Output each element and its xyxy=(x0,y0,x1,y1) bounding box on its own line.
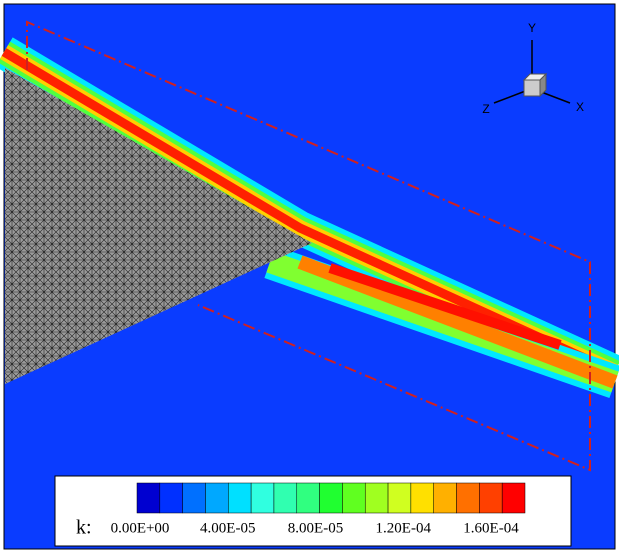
color-swatch xyxy=(502,483,525,513)
color-swatch xyxy=(137,483,160,513)
color-swatch xyxy=(228,483,251,513)
color-swatch xyxy=(160,483,183,513)
color-swatch xyxy=(183,483,206,513)
color-swatch xyxy=(251,483,274,513)
figure: Y X Z k: 0.00E+00 4.00E-05 8.00E-05 1.20E-0… xyxy=(0,0,619,553)
color-swatch xyxy=(274,483,297,513)
color-swatch xyxy=(457,483,480,513)
colorbar-tick-label: 1.60E-04 xyxy=(463,520,519,536)
color-swatch xyxy=(479,483,502,513)
color-swatch xyxy=(388,483,411,513)
color-swatch xyxy=(365,483,388,513)
colorbar-tick-label: 8.00E-05 xyxy=(288,520,343,536)
colorbar-tick-label: 0.00E+00 xyxy=(111,520,170,536)
triad-label: Z xyxy=(482,102,489,116)
colorbar-tick-label: 1.20E-04 xyxy=(376,520,432,536)
color-swatch xyxy=(297,483,320,513)
color-swatch xyxy=(434,483,457,513)
color-swatch xyxy=(342,483,365,513)
color-swatch xyxy=(411,483,434,513)
colorbar-tick-label: 4.00E-05 xyxy=(200,520,255,536)
triad-label: X xyxy=(576,100,584,114)
color-swatch xyxy=(205,483,228,513)
colorbar-label: k: xyxy=(76,517,92,539)
triad-label: Y xyxy=(528,21,536,35)
color-swatch xyxy=(320,483,343,513)
